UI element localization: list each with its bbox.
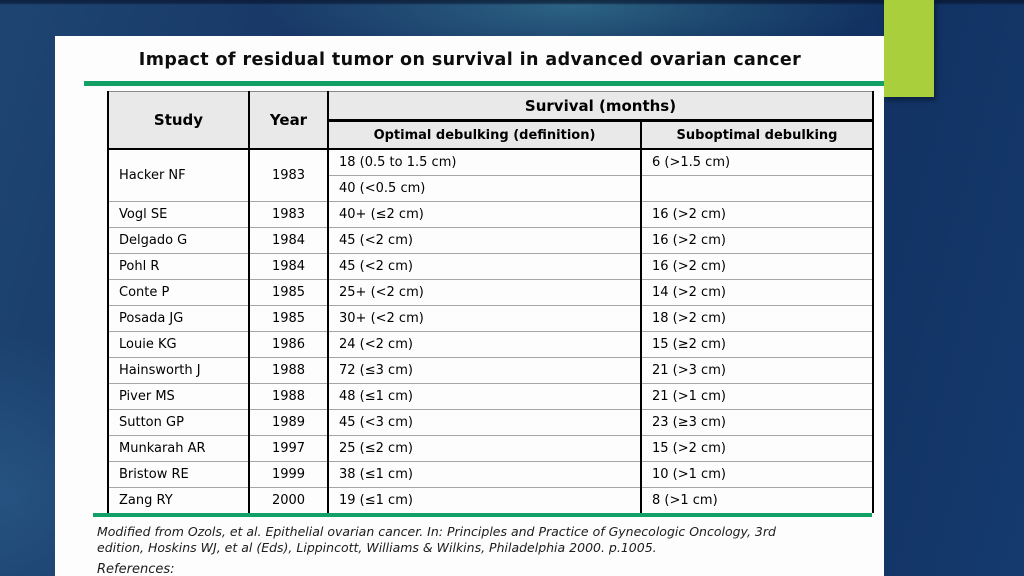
header-row-1: Study Year Survival (months)	[107, 91, 875, 150]
year-cell: 1984	[248, 227, 328, 254]
study-cell: Bristow RE	[107, 461, 249, 488]
year-cell: 1985	[248, 279, 328, 306]
year-cell: 1997	[248, 435, 328, 462]
optimal-cell: 24 (<2 cm)	[327, 331, 641, 358]
table-row: Vogl SE 1983 40+ (≤2 cm) 16 (>2 cm)	[107, 201, 875, 228]
study-cell: Piver MS	[107, 383, 249, 410]
year-cell: 1983	[248, 201, 328, 228]
study-cell: Louie KG	[107, 331, 249, 358]
year-cell: 1988	[248, 357, 328, 384]
study-cell: Posada JG	[107, 305, 249, 332]
optimal-cell: 45 (<2 cm)	[327, 253, 641, 280]
study-cell: Vogl SE	[107, 201, 249, 228]
table-row: Piver MS 1988 48 (≤1 cm) 21 (>1 cm)	[107, 383, 875, 410]
suboptimal-cell: 18 (>2 cm)	[639, 305, 875, 332]
suboptimal-cell: 21 (>3 cm)	[639, 357, 875, 384]
year-column-header: Year	[248, 91, 329, 150]
study-cell: Pohl R	[107, 253, 249, 280]
study-cell: Zang RY	[107, 487, 249, 513]
study-column-header: Study	[107, 91, 250, 150]
year-cell: 1988	[248, 383, 328, 410]
table-row: Delgado G 1984 45 (<2 cm) 16 (>2 cm)	[107, 227, 875, 254]
optimal-cell: 45 (<2 cm)	[327, 227, 641, 254]
suboptimal-cell: 16 (>2 cm)	[639, 227, 875, 254]
survival-table: Study Year Survival (months) Optimal deb…	[107, 91, 875, 513]
optimal-cell: 19 (≤1 cm)	[327, 487, 641, 513]
suboptimal-cell: 15 (≥2 cm)	[639, 331, 875, 358]
year-cell: 1985	[248, 305, 328, 332]
year-cell: 2000	[248, 487, 328, 513]
suboptimal-cell: 14 (>2 cm)	[639, 279, 875, 306]
suboptimal-cell: 23 (≥3 cm)	[639, 409, 875, 436]
table-row: Louie KG 1986 24 (<2 cm) 15 (≥2 cm)	[107, 331, 875, 358]
optimal-cell: 38 (≤1 cm)	[327, 461, 641, 488]
accent-rectangle	[884, 0, 934, 97]
study-cell: Sutton GP	[107, 409, 249, 436]
suboptimal-cell	[639, 175, 875, 202]
title-underline	[84, 81, 884, 86]
year-cell: 1999	[248, 461, 328, 488]
suboptimal-column-header: Suboptimal debulking	[639, 119, 875, 150]
table-row: Pohl R 1984 45 (<2 cm) 16 (>2 cm)	[107, 253, 875, 280]
header-row-2: Optimal debulking (definition) Suboptima…	[108, 119, 875, 150]
optimal-cell: 25+ (<2 cm)	[327, 279, 641, 306]
table-row: Hainsworth J 1988 72 (≤3 cm) 21 (>3 cm)	[107, 357, 875, 384]
suboptimal-cell: 10 (>1 cm)	[639, 461, 875, 488]
table-block: Study Year Survival (months) Optimal deb…	[93, 91, 875, 576]
content-panel: Impact of residual tumor on survival in …	[55, 36, 884, 576]
table-subrow: 40 (<0.5 cm)	[108, 175, 875, 202]
survival-group-header: Survival (months)	[326, 91, 875, 122]
table-row: Munkarah AR 1997 25 (≤2 cm) 15 (>2 cm)	[107, 435, 875, 462]
study-cell: Delgado G	[107, 227, 249, 254]
optimal-cell: 40+ (≤2 cm)	[327, 201, 641, 228]
optimal-cell: 40 (<0.5 cm)	[327, 175, 641, 202]
study-cell: Hacker NF	[107, 148, 249, 202]
study-cell: Munkarah AR	[107, 435, 249, 462]
suboptimal-cell: 16 (>2 cm)	[639, 201, 875, 228]
suboptimal-cell: 6 (>1.5 cm)	[639, 148, 875, 176]
suboptimal-cell: 15 (>2 cm)	[639, 435, 875, 462]
table-row: Hacker NF 1983 18 (0.5 to 1.5 cm) 6 (>1.5 c…	[107, 148, 875, 202]
references-label: References:	[97, 562, 175, 576]
optimal-cell: 30+ (<2 cm)	[327, 305, 641, 332]
citation-text: Modified from Ozols, et al. Epithelial o…	[97, 524, 776, 555]
table-body: Hacker NF 1983 18 (0.5 to 1.5 cm) 6 (>1.5 c…	[107, 148, 875, 513]
optimal-cell: 18 (0.5 to 1.5 cm)	[327, 148, 641, 176]
table-header: Study Year Survival (months) Optimal deb…	[107, 91, 875, 150]
study-cell: Hainsworth J	[107, 357, 249, 384]
year-cell: 1989	[248, 409, 328, 436]
suboptimal-cell: 8 (>1 cm)	[639, 487, 875, 513]
table-row: Zang RY 2000 19 (≤1 cm) 8 (>1 cm)	[107, 487, 875, 513]
year-cell: 1986	[248, 331, 328, 358]
optimal-column-header: Optimal debulking (definition)	[327, 119, 642, 150]
table-bottom-rule	[93, 513, 872, 517]
table-row: Sutton GP 1989 45 (<3 cm) 23 (≥3 cm)	[107, 409, 875, 436]
page-title: Impact of residual tumor on survival in …	[138, 50, 802, 70]
suboptimal-cell: 16 (>2 cm)	[639, 253, 875, 280]
year-cell: 1984	[248, 253, 328, 280]
table-row: Bristow RE 1999 38 (≤1 cm) 10 (>1 cm)	[107, 461, 875, 488]
suboptimal-cell: 21 (>1 cm)	[639, 383, 875, 410]
year-cell: 1983	[248, 148, 328, 202]
study-cell: Conte P	[107, 279, 249, 306]
table-row: Conte P 1985 25+ (<2 cm) 14 (>2 cm)	[107, 279, 875, 306]
optimal-cell: 72 (≤3 cm)	[327, 357, 641, 384]
optimal-cell: 25 (≤2 cm)	[327, 435, 641, 462]
optimal-cell: 45 (<3 cm)	[327, 409, 641, 436]
table-row: Posada JG 1985 30+ (<2 cm) 18 (>2 cm)	[107, 305, 875, 332]
optimal-cell: 48 (≤1 cm)	[327, 383, 641, 410]
